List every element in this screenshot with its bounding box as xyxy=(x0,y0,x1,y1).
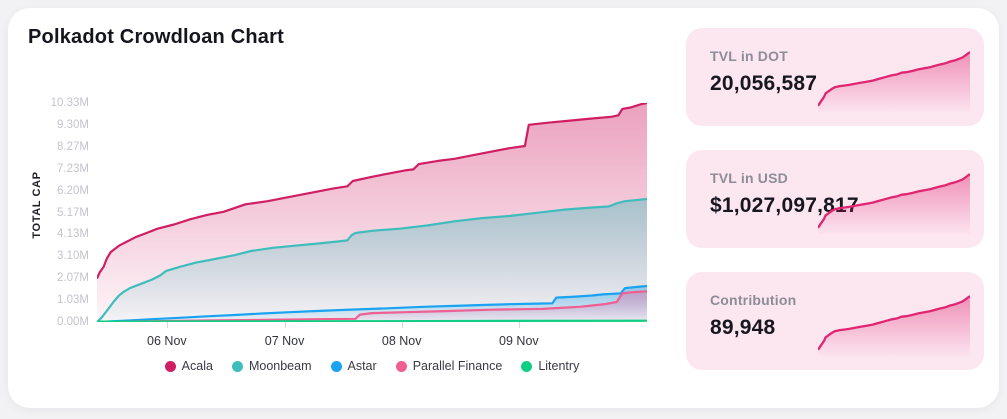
page-title: Polkadot Crowdloan Chart xyxy=(28,26,284,48)
legend-label: Litentry xyxy=(538,359,580,373)
dashboard-panel: Polkadot Crowdloan Chart TOTAL CAP 10.33… xyxy=(8,8,999,408)
stat-value: 20,056,587 xyxy=(710,72,818,95)
y-axis-tick-label: 8.27M xyxy=(57,140,89,153)
y-axis-tick-label: 9.30M xyxy=(57,118,89,131)
y-axis-tick-label: 4.13M xyxy=(57,228,89,241)
y-axis-tick-label: 10.33M xyxy=(50,97,89,109)
contribution-sparkline xyxy=(818,292,970,356)
legend-item-moonbeam[interactable]: Moonbeam xyxy=(231,359,312,373)
legend-item-litentry[interactable]: Litentry xyxy=(521,359,579,373)
stat-label: Contribution xyxy=(710,292,797,308)
tvl-dot-card: TVL in DOT 20,056,587 xyxy=(686,28,984,126)
y-axis-tick-labels: 10.33M 9.30M 8.27M 7.23M 6.20M 5.17M 4.13M 3.10… xyxy=(28,97,89,328)
y-axis-tick-label: 6.20M xyxy=(57,184,89,197)
legend-item-astar[interactable]: Astar xyxy=(330,359,377,373)
legend-dot-icon xyxy=(521,360,533,372)
legend-dot-icon xyxy=(330,360,342,372)
contribution-card: Contribution 89,948 xyxy=(686,272,984,370)
stat-label: TVL in DOT xyxy=(710,48,788,64)
y-axis-tick-label: 2.07M xyxy=(57,272,89,285)
x-axis-tick-label: 08 Nov xyxy=(381,334,422,348)
legend-dot-icon xyxy=(395,360,407,372)
crowdloan-area-chart[interactable]: 06 Nov 07 Nov 08 Nov 09 Nov xyxy=(97,103,647,348)
chart-legend: Acala Moonbeam Astar Parallel Finance Litent… xyxy=(97,357,647,375)
x-axis-tick xyxy=(284,322,286,328)
legend-dot-icon xyxy=(231,360,243,372)
legend-label: Astar xyxy=(347,359,377,373)
tvl-usd-sparkline xyxy=(818,170,970,234)
legend-item-acala[interactable]: Acala xyxy=(164,359,213,373)
x-axis-tick xyxy=(401,322,403,328)
legend-label: Moonbeam xyxy=(248,359,312,373)
legend-dot-icon xyxy=(164,360,176,372)
legend-item-parallel-finance[interactable]: Parallel Finance xyxy=(395,359,503,373)
y-axis-tick-label: 7.23M xyxy=(57,162,89,175)
legend-label: Parallel Finance xyxy=(412,359,503,373)
tvl-dot-sparkline xyxy=(818,48,970,112)
legend-label: Acala xyxy=(181,359,213,373)
y-axis-tick-label: 5.17M xyxy=(57,206,89,219)
tvl-usd-card: TVL in USD $1,027,097,817 xyxy=(686,150,984,248)
y-axis-tick-label: 0.00M xyxy=(57,316,89,328)
stat-label: TVL in USD xyxy=(710,170,788,186)
y-axis-tick-label: 3.10M xyxy=(57,250,89,263)
y-axis-tick-label: 1.03M xyxy=(57,294,89,307)
x-axis-tick-label: 06 Nov xyxy=(147,334,187,348)
x-axis-tick xyxy=(166,322,168,328)
stat-value: $1,027,097,817 xyxy=(710,194,859,217)
x-axis-tick-label: 07 Nov xyxy=(264,334,305,348)
x-axis-tick xyxy=(518,322,520,328)
x-axis-tick-label: 09 Nov xyxy=(499,334,539,348)
stat-value: 89,948 xyxy=(710,316,776,339)
